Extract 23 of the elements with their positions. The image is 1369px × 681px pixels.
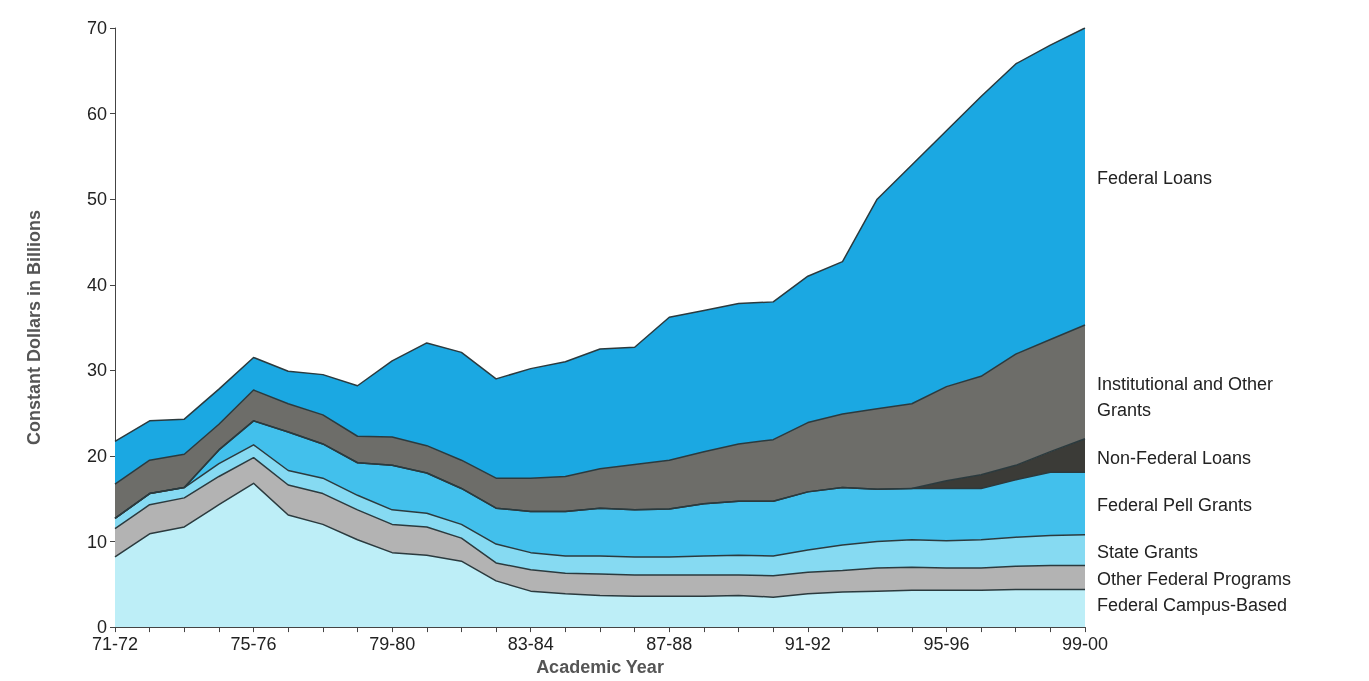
x-tick-label: 91-92 xyxy=(784,634,831,655)
y-tick-label: 70 xyxy=(86,18,107,38)
series-label: Federal Pell Grants xyxy=(1097,495,1253,516)
x-tick-label: 75-76 xyxy=(230,634,277,655)
series-label: Federal Loans xyxy=(1097,168,1213,189)
y-axis-title: Constant Dollars in Billions xyxy=(24,210,44,446)
series-label: Non-Federal Loans xyxy=(1097,447,1252,468)
x-tick-label: 87-88 xyxy=(646,634,693,655)
y-tick-label: 10 xyxy=(86,531,107,552)
y-tick-label: 30 xyxy=(86,360,107,381)
series-label: Institutional and Other Grants xyxy=(1097,373,1279,420)
series-label: State Grants xyxy=(1097,542,1199,563)
x-tick-label: 83-84 xyxy=(507,634,554,655)
x-tick-label: 79-80 xyxy=(369,634,416,655)
x-axis-title: Academic Year xyxy=(536,657,664,677)
series-label: Other Federal Programs xyxy=(1097,569,1292,590)
x-tick-label: 95-96 xyxy=(923,634,970,655)
series-label: Federal Campus-Based xyxy=(1097,595,1288,616)
y-tick-label: 50 xyxy=(86,189,107,210)
x-tick-label: 99-00 xyxy=(1061,634,1109,655)
y-tick-label: 20 xyxy=(86,445,107,466)
y-tick-label: 40 xyxy=(86,274,107,295)
y-tick-label: 60 xyxy=(86,103,107,124)
